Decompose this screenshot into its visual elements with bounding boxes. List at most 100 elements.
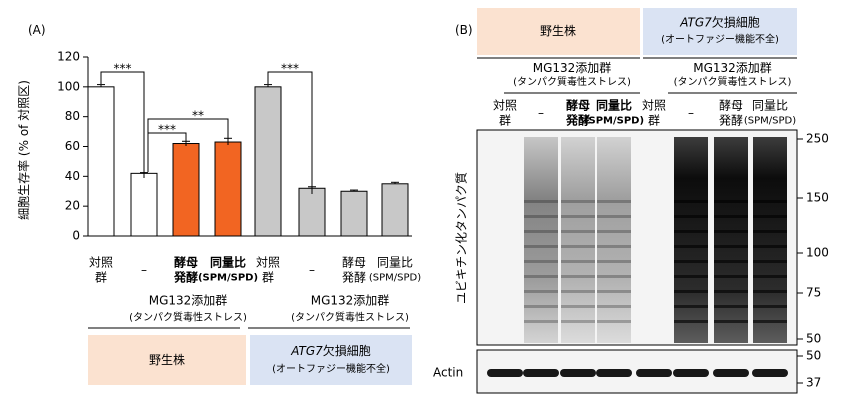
- text-line: 群: [95, 270, 107, 284]
- text-line: 同量比: [210, 254, 246, 269]
- blot-band: [674, 245, 708, 248]
- lane-label: 同量比 (SPM/SPD): [744, 98, 796, 127]
- blot-band: [561, 305, 595, 308]
- panel-label: (B): [455, 23, 473, 37]
- blot-band: [524, 275, 558, 278]
- marker-label: 50: [806, 349, 821, 363]
- marker-label: 50: [806, 332, 821, 346]
- text-line: –: [538, 106, 544, 120]
- y-tick-label: 0: [72, 229, 80, 243]
- blot-band: [597, 290, 631, 293]
- blot-band: [597, 320, 631, 323]
- blot-band: [714, 260, 748, 263]
- blot-band: [597, 230, 631, 233]
- bar: [130, 172, 158, 237]
- blot-band: [597, 305, 631, 308]
- strain-box: [643, 8, 797, 55]
- blot-band: [674, 230, 708, 233]
- actin-band: [636, 369, 672, 377]
- blot-band: [714, 230, 748, 233]
- blot-band: [561, 215, 595, 218]
- blot-lane: [753, 137, 787, 343]
- blot-band: [714, 290, 748, 293]
- actin-band: [752, 369, 788, 377]
- blot-lane: [674, 137, 708, 343]
- y-tick-label: 40: [65, 169, 80, 183]
- text-line: 対照: [89, 255, 113, 269]
- blot-band: [561, 320, 595, 323]
- actin-band: [596, 369, 632, 377]
- blot-band: [753, 245, 787, 248]
- lane-label: –: [688, 106, 694, 120]
- blot-band: [597, 200, 631, 203]
- loading-label: Actin: [433, 366, 463, 380]
- bar: [254, 86, 282, 237]
- marker-label: 100: [806, 246, 829, 260]
- text-line: ATG7欠損細胞: [290, 343, 371, 358]
- blot-band: [753, 305, 787, 308]
- bar: [172, 143, 200, 237]
- marker-label: 75: [806, 286, 821, 300]
- marker-label: 37: [806, 376, 821, 390]
- text-line: 対照: [256, 255, 280, 269]
- blot-band: [674, 275, 708, 278]
- actin-band: [523, 369, 559, 377]
- significance-bracket: [267, 71, 313, 194]
- blot-band: [524, 245, 558, 248]
- y-tick-label: 120: [57, 50, 80, 64]
- blot-band: [753, 200, 787, 203]
- lane-label: 対照群: [493, 98, 517, 127]
- blot-band: [753, 320, 787, 323]
- text-line: 野生株: [540, 23, 576, 38]
- text-line: 発酵: [173, 269, 198, 284]
- blot-band: [524, 320, 558, 323]
- strain-label: ATG7欠損細胞 (オートファジー機能不全): [661, 14, 779, 46]
- lane-label: 酵母発酵: [719, 98, 743, 127]
- blot-band: [714, 320, 748, 323]
- text-line: (SPM/SPD): [369, 273, 421, 284]
- y-axis-label: 細胞生存率 (% of 対照区): [16, 80, 31, 220]
- text-line: 群: [499, 113, 511, 127]
- text-line: 発酵: [565, 112, 590, 127]
- text-line: 対照: [493, 98, 517, 112]
- bar: [214, 141, 242, 237]
- blot-band: [753, 290, 787, 293]
- text-line: MG132添加群: [533, 61, 612, 75]
- blot-band: [561, 200, 595, 203]
- blot-band: [674, 260, 708, 263]
- text-line: 酵母: [566, 97, 590, 112]
- text-line: (A): [28, 23, 46, 37]
- text-line: (B): [455, 23, 473, 37]
- actin-band: [673, 369, 709, 377]
- blot-band: [714, 245, 748, 248]
- text-line: 酵母: [719, 98, 743, 112]
- text-line: (オートファジー機能不全): [272, 362, 390, 375]
- strain-label: ATG7欠損細胞 (オートファジー機能不全): [272, 343, 390, 376]
- bar: [298, 187, 326, 237]
- actin-band: [713, 369, 749, 377]
- x-tick-label: 対照群: [89, 255, 113, 284]
- text-line: (タンパク質毒性ストレス): [513, 75, 631, 88]
- blot-band: [714, 275, 748, 278]
- bar: [87, 86, 115, 237]
- significance-bracket: [147, 132, 187, 172]
- x-tick-label: 同量比 (SPM/SPD): [369, 255, 421, 284]
- lane-label: 同量比 (SPM/SPD): [584, 97, 644, 127]
- group-label: MG132添加群(タンパク質毒性ストレス): [291, 293, 409, 324]
- blot-band: [561, 230, 595, 233]
- text-line: MG132添加群: [693, 61, 772, 75]
- text-line: 発酵: [719, 113, 743, 127]
- blot-band: [714, 305, 748, 308]
- blot-lane: [524, 137, 558, 343]
- panel-label: (A): [28, 23, 46, 37]
- text-line: 細胞生存率 (% of 対照区): [16, 80, 31, 220]
- significance-bracket: [147, 118, 229, 145]
- blot-band: [714, 200, 748, 203]
- group-label: MG132添加群(タンパク質毒性ストレス): [513, 61, 631, 89]
- x-tick-label: –: [141, 263, 147, 277]
- text-line: 群: [262, 270, 274, 284]
- blot-band: [524, 260, 558, 263]
- marker-label: 250: [806, 132, 829, 146]
- blot-band: [561, 260, 595, 263]
